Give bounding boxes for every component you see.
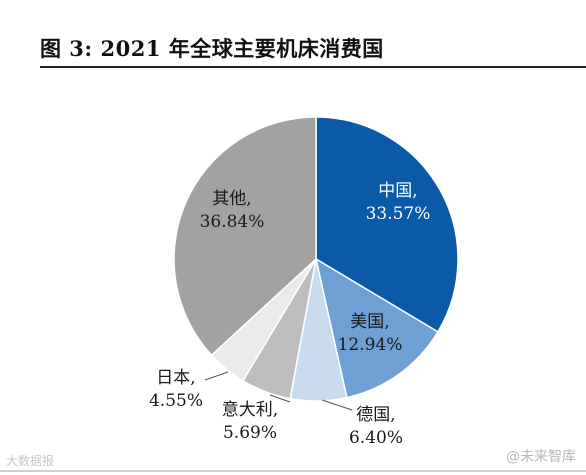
slice-label-4: 日本, 4.55%	[149, 368, 203, 411]
figure-header: 图 3: 2021 年全球主要机床消费国	[0, 0, 586, 70]
bottom-divider	[0, 470, 586, 472]
slice-label-5: 其他, 36.84%	[200, 189, 265, 232]
pie-slice-1	[314, 257, 439, 399]
slice-name-3: 意大利,	[222, 400, 278, 420]
title-divider	[40, 66, 586, 68]
watermark-right: @未来智库	[506, 449, 576, 465]
slice-labels: 中国, 33.57% 美国, 12.94% 德国, 6.40% 意大利, 5.69% 日本, 4.…	[149, 181, 430, 448]
pie-slice-0	[315, 116, 459, 333]
slice-value-0: 33.57%	[366, 204, 431, 224]
pie-slices	[173, 116, 459, 402]
slice-name-4: 日本,	[156, 368, 195, 388]
slice-label-0: 中国, 33.57%	[366, 181, 431, 224]
slice-name-1: 美国,	[350, 312, 389, 332]
leader-line-3	[269, 394, 291, 403]
slice-name-0: 中国,	[378, 181, 417, 201]
slice-value-5: 36.84%	[200, 212, 265, 232]
leader-lines	[204, 371, 353, 411]
pie-slice-5	[173, 116, 317, 357]
slice-label-1: 美国, 12.94%	[338, 312, 403, 355]
slice-value-4: 4.55%	[149, 391, 203, 411]
slice-name-2: 德国,	[356, 405, 395, 425]
slice-value-1: 12.94%	[338, 335, 403, 355]
watermark-left: 大数据报	[6, 454, 55, 468]
slice-label-2: 德国, 6.40%	[349, 405, 403, 448]
leader-line-2	[321, 399, 353, 411]
figure-title: 图 3: 2021 年全球主要机床消费国	[40, 36, 384, 61]
leader-line-4	[204, 371, 229, 381]
slice-value-2: 6.40%	[349, 428, 403, 448]
slice-value-3: 5.69%	[223, 423, 277, 443]
slice-label-3: 意大利, 5.69%	[222, 400, 278, 443]
slice-name-5: 其他,	[212, 189, 251, 209]
